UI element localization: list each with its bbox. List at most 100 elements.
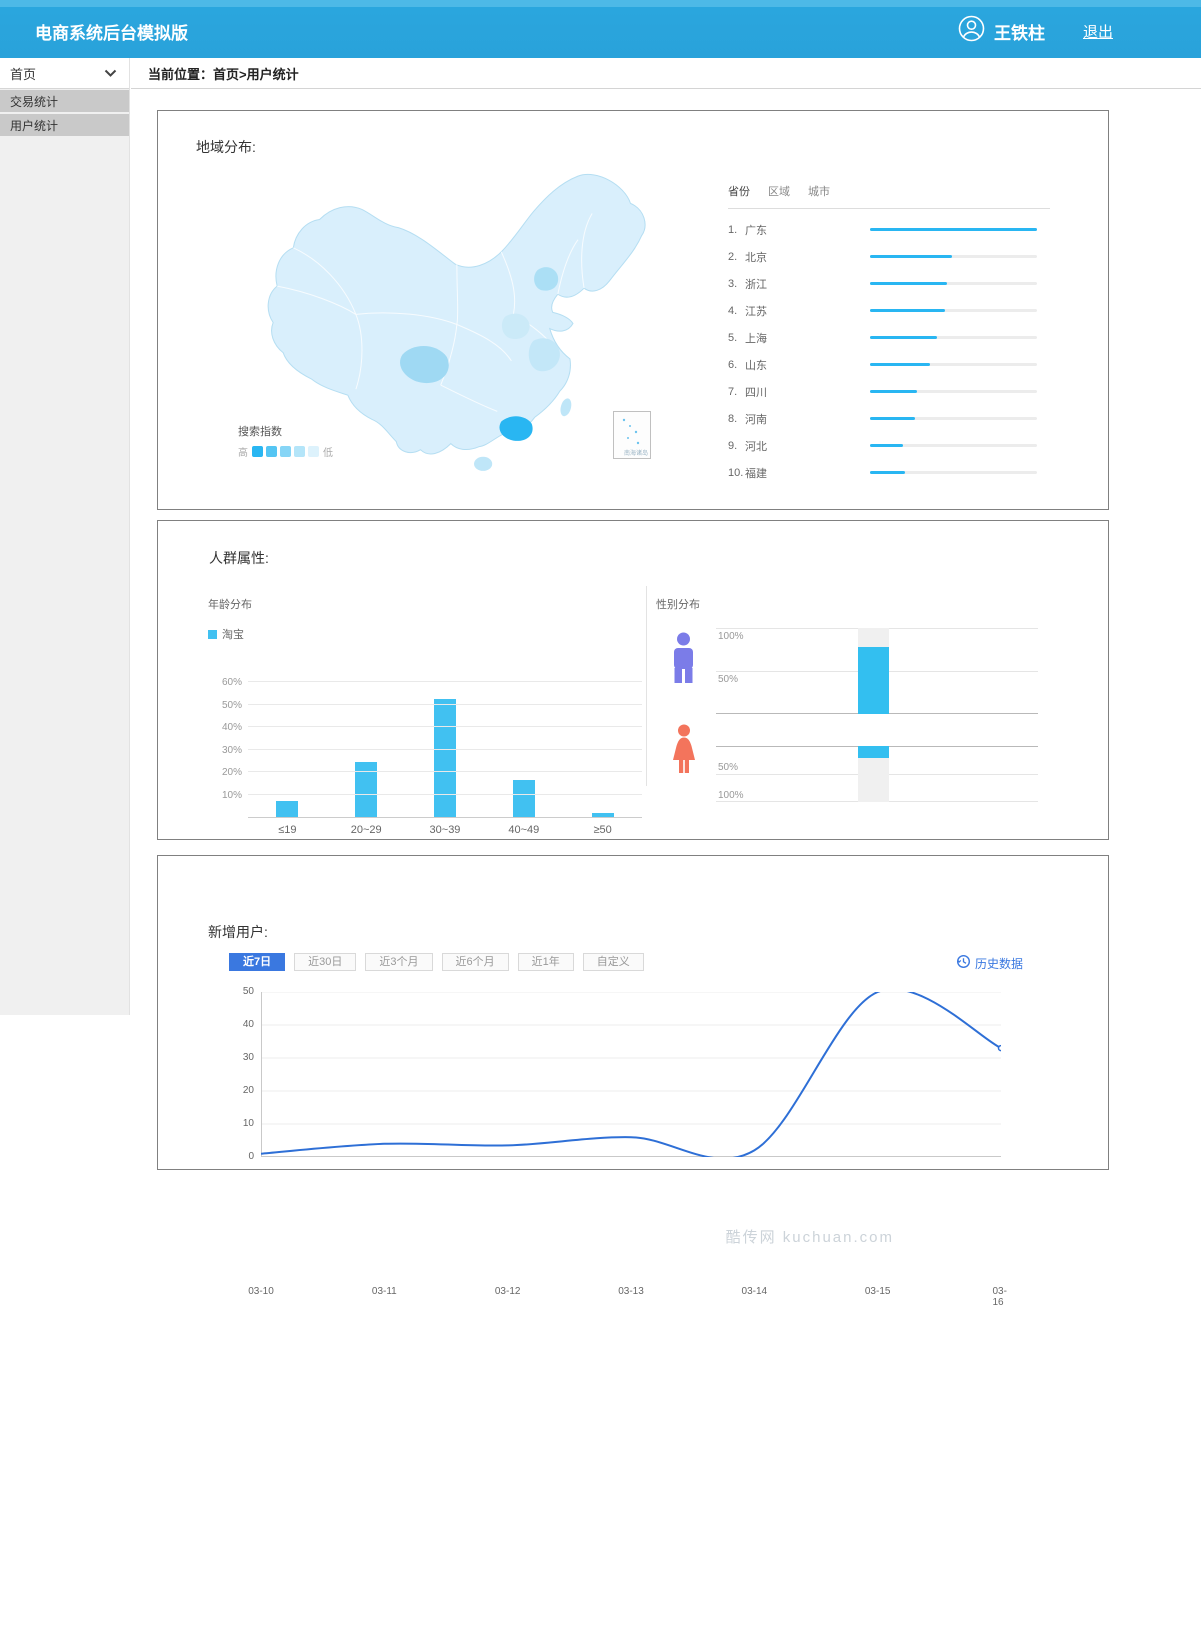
sidebar-home-label: 首页 — [10, 66, 37, 82]
breadcrumb-text: 当前位置：首页>用户统计 — [148, 66, 299, 82]
app-title: 电商系统后台模拟版 — [35, 24, 188, 43]
rank-bar-fill — [870, 417, 916, 420]
nu-ytick-label: 30 — [242, 1052, 254, 1063]
rank-bar-fill — [870, 255, 952, 258]
rank-row: 3. 浙江 — [728, 270, 1050, 297]
rank-number: 10. — [728, 466, 744, 479]
nu-ytick-label: 20 — [242, 1085, 254, 1096]
age-xtick-label: 40~49 — [508, 824, 540, 836]
region-tab-province[interactable]: 省份 — [728, 186, 750, 198]
user-name: 王铁柱 — [993, 23, 1045, 43]
age-gridline — [248, 748, 642, 750]
chevron-down-icon — [104, 66, 117, 81]
rank-number: 8. — [728, 412, 738, 425]
age-ytick-label: 30% — [221, 744, 242, 756]
age-gridline — [248, 681, 642, 682]
rank-row: 8. 河南 — [728, 405, 1050, 432]
nu-tab-3m[interactable]: 近3个月 — [365, 953, 433, 971]
history-label: 历史数据 — [974, 956, 1023, 971]
nu-xtick-label: 03-12 — [494, 1286, 521, 1297]
age-legend-label: 淘宝 — [222, 629, 244, 641]
age-xtick-label: ≥50 — [593, 824, 612, 836]
new-users-panel: 新增用户: 近7日 近30日 近3个月 近6个月 近1年 自定义 历史数据 酷传网 kuc… — [157, 855, 1109, 1308]
south-china-sea-inset: 南海诸岛 — [613, 411, 651, 459]
age-bar — [433, 698, 456, 817]
nu-tab-1y[interactable]: 近1年 — [517, 953, 574, 971]
age-legend[interactable]: 淘宝 — [208, 626, 646, 642]
age-xtick-label: ≤19 — [278, 824, 297, 836]
rank-number: 7. — [728, 385, 738, 398]
nu-tab-30d[interactable]: 近30日 — [294, 953, 357, 971]
age-chart: ≤19 20~29 30~39 40~49 ≥50 60% 50% 40% 30% 20% 10% — [208, 658, 646, 844]
age-gridline — [248, 726, 642, 727]
nu-xtick-label: 03-13 — [618, 1286, 644, 1297]
region-distribution-panel: 地域分布: — [157, 110, 1109, 510]
logout-link[interactable]: 退出 — [1082, 23, 1113, 41]
map-region-sichuan — [400, 345, 449, 384]
user-avatar-icon[interactable] — [958, 15, 985, 47]
rank-bar-track — [870, 390, 1037, 393]
legend-color-1 — [252, 446, 263, 457]
age-ytick-label: 60% — [221, 677, 242, 688]
nu-tab-7d[interactable]: 近7日 — [229, 953, 286, 971]
age-bar — [355, 761, 378, 817]
male-50-label: 50% — [718, 674, 739, 685]
legend-low-label: 低 — [323, 448, 333, 459]
rank-bar-fill — [870, 336, 937, 339]
history-icon — [956, 954, 971, 972]
inset-label: 南海诸岛 — [623, 451, 648, 457]
nu-ytick-label: 10 — [242, 1118, 254, 1129]
age-distribution-area: 年龄分布 淘宝 ≤19 20~29 30~39 40~49 ≥50 60% 50% 40% 3… — [208, 596, 646, 844]
map-taiwan-island — [560, 398, 572, 417]
rank-region-name: 北京 — [745, 251, 767, 264]
rank-number: 9. — [728, 439, 738, 452]
rank-number: 3. — [728, 277, 738, 290]
breadcrumb: 当前位置：首页>用户统计 — [131, 58, 1201, 89]
rank-number: 5. — [728, 331, 738, 344]
sidebar-home-menu[interactable]: 首页 — [0, 58, 129, 89]
nu-ytick-label: 40 — [242, 1019, 254, 1030]
age-xtick-label: 30~39 — [429, 824, 461, 836]
rank-bar-track — [870, 444, 1037, 447]
region-tab-city[interactable]: 城市 — [808, 186, 830, 198]
map-region-henan — [501, 313, 530, 340]
demographics-panel-title: 人群属性: — [209, 550, 269, 566]
rank-row: 2. 北京 — [728, 243, 1050, 270]
map-legend: 搜索指数 高 低 — [238, 423, 333, 459]
sidebar: 首页 交易统计 用户统计 — [0, 58, 130, 1015]
rank-bar-track — [870, 282, 1037, 285]
nu-tab-6m[interactable]: 近6个月 — [441, 953, 509, 971]
rank-row: 10. 福建 — [728, 459, 1050, 486]
nu-xtick-label: 03-10 — [248, 1286, 274, 1297]
rank-row: 4. 江苏 — [728, 297, 1050, 324]
rank-bar-fill — [870, 444, 904, 447]
female-bar-track — [858, 746, 889, 802]
sidebar-item-user-stats[interactable]: 用户统计 — [0, 114, 129, 136]
rank-row: 5. 上海 — [728, 324, 1050, 351]
age-bar-slot — [248, 801, 327, 817]
sidebar-item-trade-stats[interactable]: 交易统计 — [0, 90, 129, 112]
region-tab-area[interactable]: 区域 — [768, 186, 790, 198]
age-bars — [248, 677, 642, 817]
map-region-guangdong — [499, 416, 533, 441]
age-ytick-label: 40% — [221, 722, 242, 733]
nu-ytick-label: 0 — [248, 1151, 254, 1162]
nu-ytick-label: 50 — [242, 986, 254, 997]
age-gridline — [248, 703, 642, 705]
rank-bar-fill — [870, 363, 931, 366]
china-map[interactable] — [256, 163, 686, 481]
nu-tab-custom[interactable]: 自定义 — [582, 953, 644, 971]
male-bar — [858, 646, 889, 714]
rank-bar-track — [870, 471, 1037, 474]
nu-xtick-label: 03-16 — [992, 1286, 1007, 1308]
new-users-chart: 酷传网 kuchuan.com 0 10 20 30 40 50 03-10 03-11 03-… — [218, 986, 1018, 1308]
rank-bar-fill — [870, 228, 1037, 231]
history-data-link[interactable]: 历史数据 — [956, 954, 1023, 972]
age-ytick-label: 50% — [221, 699, 242, 711]
rank-region-name: 浙江 — [745, 278, 767, 291]
age-chart-label: 年龄分布 — [208, 599, 252, 611]
new-users-panel-title: 新增用户: — [208, 924, 268, 940]
age-xtick-label: 20~29 — [350, 824, 382, 836]
map-hainan-island — [474, 456, 493, 471]
